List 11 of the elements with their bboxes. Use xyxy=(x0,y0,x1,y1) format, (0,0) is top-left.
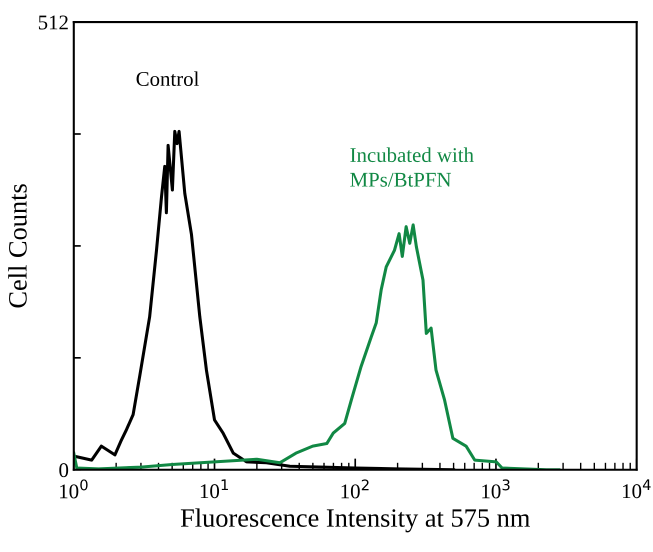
x-tick-label: 10$^{3}$ xyxy=(482,479,510,498)
text: Incubated with MPs/BtPFN xyxy=(350,147,474,187)
text: Control xyxy=(136,71,199,86)
x-tick-label: 10$^{2}$ xyxy=(342,479,369,498)
y-axis-title: Cell Counts xyxy=(8,184,27,308)
y-tick-label: 0 xyxy=(59,463,68,478)
x-tick-label: 10$^{1}$ xyxy=(200,479,228,498)
y-tick-label: 512 xyxy=(38,16,68,30)
x-tick-label: 10$^{0}$ xyxy=(60,479,88,498)
x-axis-title: Fluorescence Intensity at 575 nm xyxy=(180,508,530,532)
x-tick-label: 10$^{4}$ xyxy=(622,479,651,498)
